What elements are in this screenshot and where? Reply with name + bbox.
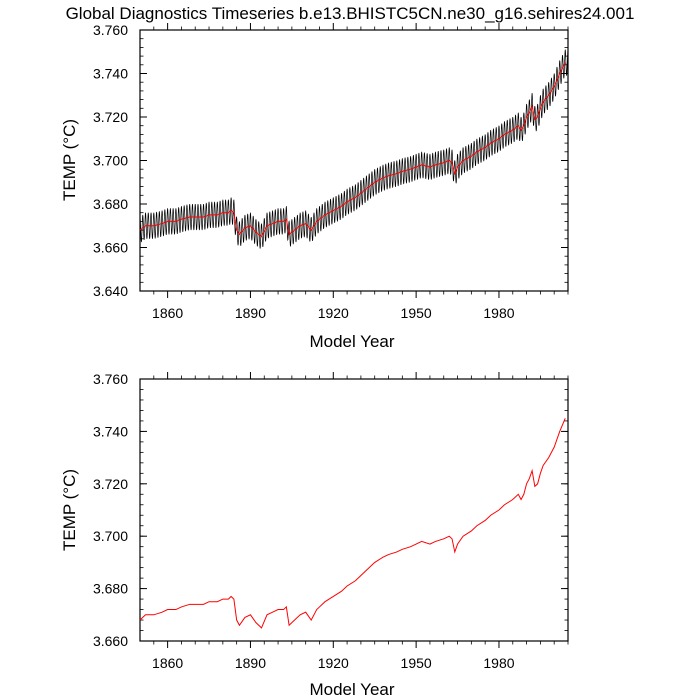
bottom-x-tick-label: 1950	[401, 655, 432, 671]
top-panel: 3.640 3.660 3.680 3.700 3.720 3.740 3.760 1860…	[60, 22, 569, 351]
bottom-x-ticks: 1860 1890 1920 1950 1980	[152, 372, 569, 671]
top-y-axis-label: TEMP (°C)	[60, 119, 79, 201]
top-monthly-series-line	[139, 49, 569, 249]
bottom-y-axis-label: TEMP (°C)	[60, 469, 79, 551]
bottom-y-tick-label: 3.760	[93, 371, 128, 387]
top-x-ticks: 1860 1890 1920 1950 1980	[152, 23, 569, 321]
bottom-y-ticks: 3.660 3.680 3.700 3.720 3.740 3.760	[93, 371, 568, 649]
top-y-tick-label: 3.680	[93, 196, 128, 212]
bottom-y-tick-label: 3.700	[93, 528, 128, 544]
bottom-y-tick-label: 3.740	[93, 423, 128, 439]
bottom-x-tick-label: 1890	[235, 655, 266, 671]
bottom-x-tick-label: 1860	[152, 655, 183, 671]
bottom-y-tick-label: 3.660	[93, 633, 128, 649]
top-y-tick-label: 3.700	[93, 153, 128, 169]
top-x-tick-label: 1920	[318, 305, 349, 321]
top-x-axis-label: Model Year	[309, 332, 394, 351]
bottom-plot-frame	[139, 378, 569, 642]
bottom-series	[139, 418, 566, 629]
top-x-tick-label: 1890	[235, 305, 266, 321]
top-plot-frame	[139, 29, 569, 292]
top-y-tick-label: 3.720	[93, 109, 128, 125]
top-x-tick-label: 1860	[152, 305, 183, 321]
bottom-y-tick-label: 3.720	[93, 476, 128, 492]
bottom-y-tick-label: 3.680	[93, 581, 128, 597]
top-annual-series-line	[139, 62, 566, 238]
top-x-tick-label: 1980	[483, 305, 514, 321]
top-y-tick-label: 3.640	[93, 283, 128, 299]
top-x-tick-label: 1950	[401, 305, 432, 321]
top-y-tick-label: 3.740	[93, 66, 128, 82]
top-y-tick-label: 3.660	[93, 240, 128, 256]
top-series	[139, 49, 569, 249]
bottom-x-tick-label: 1920	[318, 655, 349, 671]
bottom-x-axis-label: Model Year	[309, 680, 394, 699]
top-y-ticks: 3.640 3.660 3.680 3.700 3.720 3.740 3.760	[93, 22, 568, 299]
bottom-annual-series-line	[139, 418, 566, 629]
figure-title: Global Diagnostics Timeseries b.e13.BHIS…	[66, 4, 635, 23]
top-y-tick-label: 3.760	[93, 22, 128, 38]
bottom-x-tick-label: 1980	[483, 655, 514, 671]
